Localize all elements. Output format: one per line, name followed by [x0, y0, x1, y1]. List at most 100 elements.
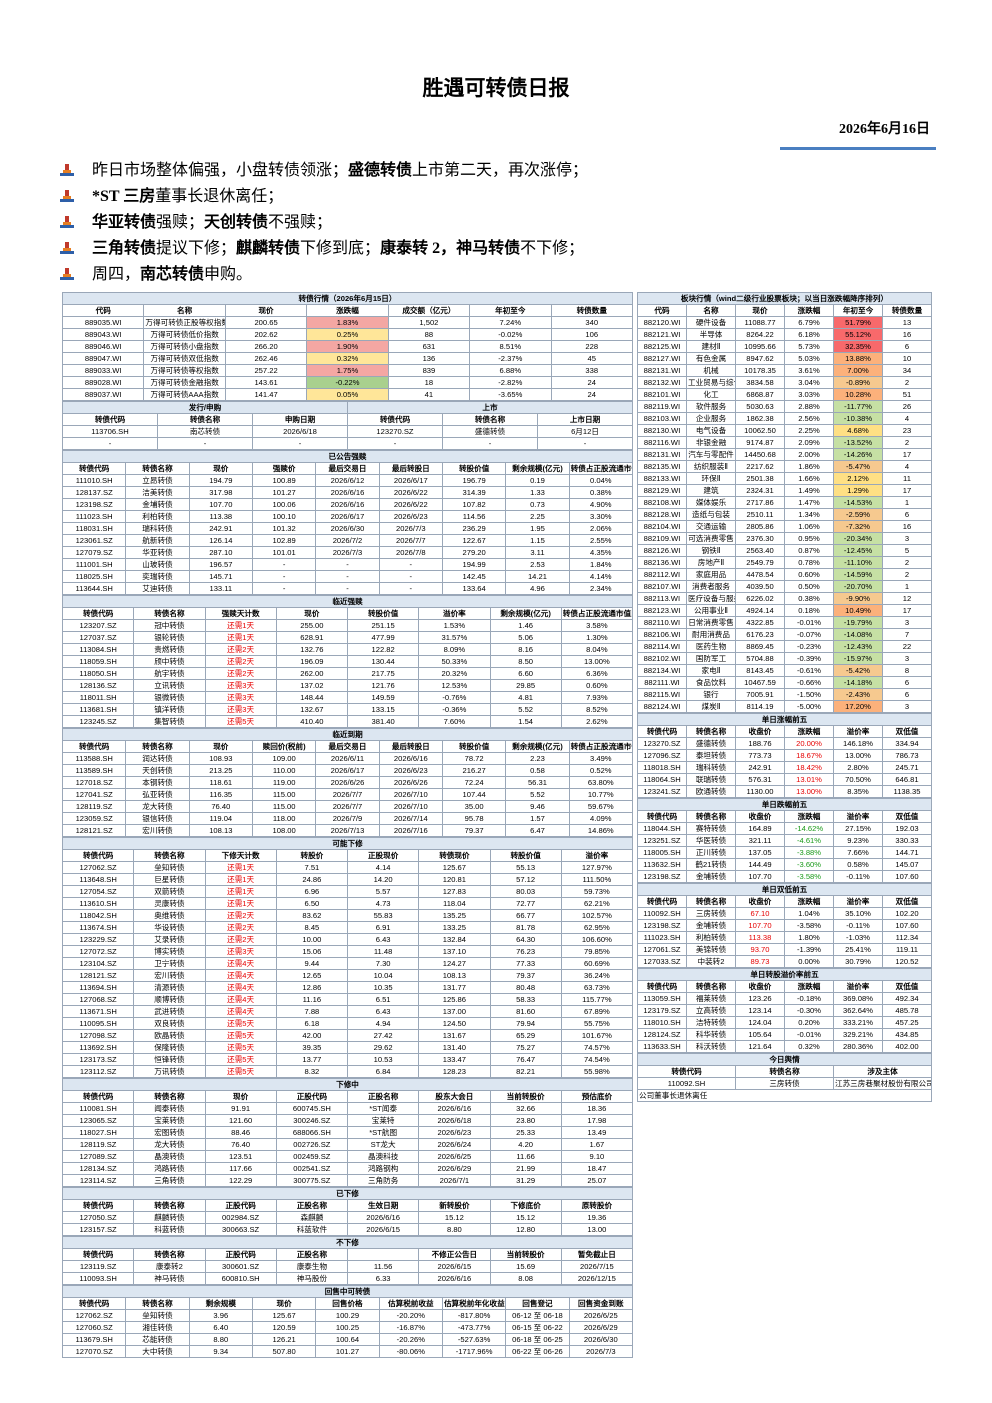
- table-cell: 72.24: [441, 776, 507, 789]
- column-header: 转债代码: [637, 980, 687, 993]
- table-cell: 119.11: [882, 943, 932, 956]
- table-cell: 101.01: [251, 546, 317, 559]
- table-cell: 奥维转债: [133, 909, 206, 922]
- column-header: 转债名称: [125, 1297, 190, 1310]
- table-cell: 120.81: [418, 873, 491, 886]
- table-cell: -: [378, 558, 443, 571]
- table-cell: 123198.SZ: [637, 870, 687, 883]
- table-cell: 839: [387, 364, 471, 377]
- table-cell: 食品饮料: [686, 676, 736, 689]
- table-cell: -: [378, 570, 443, 583]
- table-cell: 2026/6/23: [378, 510, 443, 523]
- column-header: 转债数量: [882, 304, 932, 317]
- column-header: 正股代码: [275, 1090, 349, 1103]
- table-cell: 5.06: [489, 631, 562, 644]
- table-cell: 102.20: [882, 907, 932, 920]
- column-header: 溢价率: [560, 849, 634, 862]
- data-table: 单日双低前五 转债代码 转债名称 收盘价 涨跌幅 溢价率 双低值 110092.SH 三房转债 6…: [637, 883, 932, 968]
- table-cell: 300246.SZ: [275, 1114, 349, 1127]
- table-cell: 882131.WI: [637, 448, 687, 461]
- table-cell: 还需3天: [204, 945, 277, 958]
- table-cell: 317.98: [188, 486, 253, 499]
- column-header: 生效日期: [346, 1199, 420, 1212]
- table-cell: 20.32%: [418, 667, 491, 680]
- table-cell: 1.47%: [784, 496, 834, 509]
- table-cell: 国防军工: [686, 652, 736, 665]
- table-cell: 神马股份: [275, 1272, 349, 1285]
- table-cell: 建筑: [686, 484, 736, 497]
- table-cell: 123173.SZ: [61, 1053, 135, 1066]
- table-row: 889043.WI 万得可转债低价指数 202.62 0.25% 88 -0.02% 106: [61, 328, 634, 341]
- table-row: 128121.SZ 宏川转债 108.13 108.00 2026/7/13 2026/7…: [61, 824, 634, 837]
- table-cell: 交通运输: [686, 520, 736, 533]
- table-cell: 13: [882, 316, 932, 329]
- table-cell: 79.37: [489, 969, 562, 982]
- table-cell: 3: [882, 652, 932, 665]
- column-header: 回售资金到账: [568, 1297, 634, 1310]
- table-cell: -: [442, 437, 538, 450]
- table-cell: 77.33: [489, 957, 562, 970]
- column-header: 溢价率: [833, 810, 883, 823]
- table-cell: 2026/7/3: [568, 1345, 634, 1358]
- table-cell: 龙大转债: [125, 800, 190, 813]
- table-cell: -12.45%: [833, 544, 883, 557]
- table-cell: 62.21%: [560, 897, 634, 910]
- table-cell: 2.56%: [784, 412, 834, 425]
- table-cell: 91.91: [204, 1102, 277, 1115]
- table-cell: 2026/6/25: [418, 1150, 491, 1163]
- table-cell: 2805.86: [735, 520, 785, 533]
- table-cell: 3834.58: [735, 376, 785, 389]
- table-cell: -527.63%: [441, 1333, 507, 1346]
- table-cell: 124.50: [418, 1017, 491, 1030]
- summary-text: *ST 三房: [92, 188, 156, 205]
- column-header: 转债代码: [637, 725, 687, 738]
- table-cell: 5704.88: [735, 652, 785, 665]
- table-cell: 还需2天: [204, 909, 277, 922]
- table-cell: 79.37: [441, 824, 507, 837]
- table-cell: 93.70: [735, 943, 785, 956]
- column-header: 转债代码: [61, 462, 127, 475]
- table-cell: 金埔转债: [125, 498, 190, 511]
- table-cell: 硬件设备: [686, 316, 736, 329]
- table-cell: 340: [550, 316, 634, 329]
- table-cell: 6.88%: [469, 364, 552, 377]
- table-cell: 三房转债: [686, 907, 736, 920]
- section-title-row: 已公告强赎: [62, 450, 633, 463]
- table-cell: 24.86: [275, 873, 349, 886]
- table-cell: 06-12 至 06-18: [505, 1309, 570, 1322]
- table-cell: 7.51: [275, 861, 349, 874]
- table-row: 123065.SZ 宝莱转债 121.60 300246.SZ 宝莱特 2026/6/18…: [61, 1114, 634, 1127]
- table-row: 889037.WI 万得可转债AAA指数 141.47 0.05% 41 -3.65% 24: [61, 388, 634, 401]
- table-cell: 108.93: [188, 752, 253, 765]
- section-title-row: 临近到期: [62, 728, 633, 741]
- table-cell: 灵康转债: [133, 897, 206, 910]
- table-cell: -14.08%: [833, 628, 883, 641]
- table-cell: 128134.SZ: [61, 1162, 135, 1175]
- table-cell: 1.83%: [306, 316, 389, 329]
- table-row: 113648.SH 巨星转债 还需1天 24.86 14.20 120.81 57.12 11…: [61, 873, 634, 886]
- table-cell: 康泰生物: [275, 1260, 349, 1273]
- table-cell: 鸿路转债: [133, 1162, 206, 1175]
- table-cell: 127033.SZ: [637, 955, 687, 968]
- table-cell: 410.40: [275, 715, 349, 728]
- column-header: 现价: [251, 1297, 317, 1310]
- table-cell: 3.58%: [560, 619, 634, 632]
- table-row: 127072.SZ 博实转债 还需3天 15.06 11.48 137.10 76.23 79…: [61, 945, 634, 958]
- column-header: 转债代码: [61, 1297, 127, 1310]
- table-cell: 鹤21转债: [686, 858, 736, 871]
- table-cell: 软件服务: [686, 400, 736, 413]
- table-cell: 科华转债: [686, 1028, 736, 1041]
- table-row: 882124.WI 煤炭Ⅱ 8114.19 -5.00% 17.20% 3: [637, 700, 932, 713]
- table-cell: 127072.SZ: [61, 945, 135, 958]
- left-column: 转债行情（2026年6月15日） 代码 名称 现价 涨跌幅 成交额（亿元） 年初至今 转债数量…: [61, 292, 634, 1358]
- table-cell: 127062.SZ: [61, 861, 135, 874]
- table-cell: -: [537, 437, 633, 450]
- table-cell: 万得可转债小盘指数: [143, 340, 226, 353]
- table-row: 127050.SZ 麒麟转债 002984.SZ 森麒麟 2026/6/16 15.12 1…: [61, 1211, 634, 1224]
- table-cell: 大中转债: [125, 1345, 190, 1358]
- table-row: 127068.SZ 顺博转债 还需4天 11.16 6.51 125.86 58.33 115…: [61, 993, 634, 1006]
- table-cell: 128137.SZ: [61, 486, 127, 499]
- table-cell: 329.21%: [833, 1028, 883, 1041]
- table-cell: 科蓝转债: [133, 1223, 206, 1236]
- table-cell: 79.85%: [560, 945, 634, 958]
